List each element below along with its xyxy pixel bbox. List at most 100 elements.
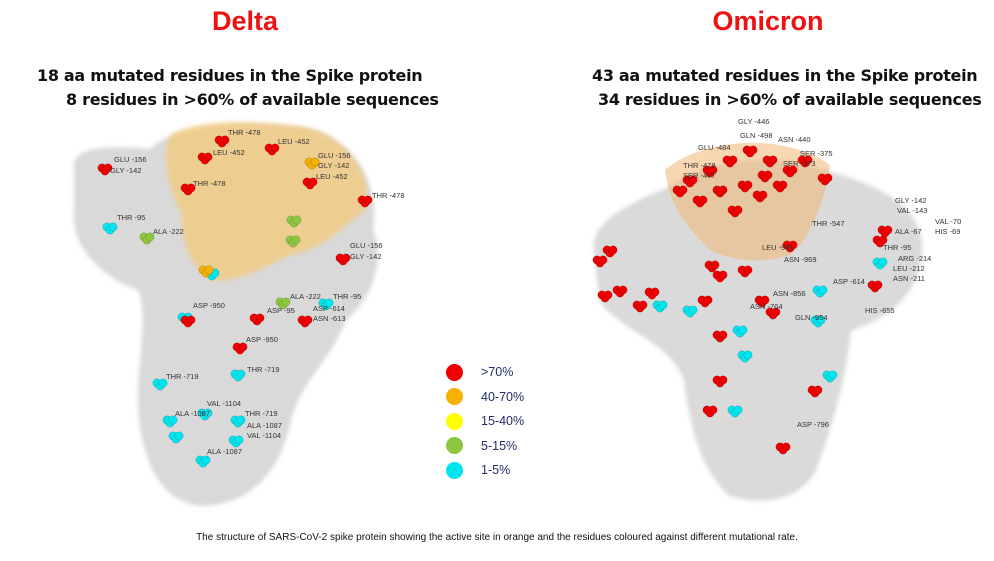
delta-subtitle-2: 8 residues in >60% of available sequence… xyxy=(66,90,439,109)
residue-label: LEU -981 xyxy=(762,243,794,252)
residue-label: VAL -1104 xyxy=(207,399,241,408)
residue-sphere xyxy=(823,173,833,183)
residue-label: THR -95 xyxy=(117,213,145,222)
residue-sphere xyxy=(718,375,728,385)
residue-sphere xyxy=(291,235,301,245)
residue-label: GLN -954 xyxy=(795,313,828,322)
delta-subtitle-1: 18 aa mutated residues in the Spike prot… xyxy=(37,66,423,85)
residue-sphere xyxy=(763,170,773,180)
residue-label: GLY -142 xyxy=(110,166,141,175)
residue-label: ARG -214 xyxy=(898,254,931,263)
residue-label: ALA -1087 xyxy=(207,447,242,456)
residue-sphere xyxy=(818,285,828,295)
residue-sphere xyxy=(658,300,668,310)
residue-sphere xyxy=(270,143,280,153)
legend-swatch-cyan xyxy=(446,461,463,479)
residue-sphere xyxy=(708,165,718,175)
residue-sphere xyxy=(255,313,265,323)
residue-label: THR -95 xyxy=(333,292,361,301)
residue-sphere xyxy=(788,165,798,175)
residue-sphere xyxy=(698,195,708,205)
residue-sphere xyxy=(363,195,373,205)
residue-sphere xyxy=(803,155,813,165)
residue-sphere xyxy=(743,350,753,360)
residue-label: ALA -222 xyxy=(153,227,184,236)
residue-sphere xyxy=(292,215,302,225)
residue-sphere xyxy=(220,135,230,145)
residue-sphere xyxy=(878,257,888,267)
residue-label: LEU -212 xyxy=(893,264,925,273)
residue-label: GLU -156 xyxy=(318,151,351,160)
residue-sphere xyxy=(758,190,768,200)
residue-sphere xyxy=(310,157,320,167)
residue-label: ASP -950 xyxy=(193,301,225,310)
residue-sphere xyxy=(618,285,628,295)
residue-sphere xyxy=(650,287,660,297)
residue-sphere xyxy=(781,442,791,452)
residue-label: THR -478 xyxy=(228,128,261,137)
residue-label: ALA -222 xyxy=(290,292,321,301)
residue-label: GLN -498 xyxy=(740,131,773,140)
residue-sphere xyxy=(813,385,823,395)
residue-label: ASN -440 xyxy=(778,135,811,144)
residue-label: THR -719 xyxy=(166,372,199,381)
legend-item: >70% xyxy=(446,360,524,385)
residue-sphere xyxy=(168,415,178,425)
legend-swatch-yellow xyxy=(446,412,463,430)
residue-label: ALA -1087 xyxy=(175,409,210,418)
residue-label: GLY -142 xyxy=(318,161,349,170)
residue-sphere xyxy=(688,305,698,315)
mutation-rate-legend: >70% 40-70% 15-40% 5-15% 1-5% xyxy=(446,360,524,483)
residue-sphere xyxy=(603,290,613,300)
residue-label: ASP -95 xyxy=(267,306,295,315)
residue-label: GLU -156 xyxy=(114,155,147,164)
residue-sphere xyxy=(688,175,698,185)
residue-sphere xyxy=(828,370,838,380)
residue-sphere xyxy=(204,265,214,275)
residue-label: GLY -142 xyxy=(350,252,381,261)
residue-sphere xyxy=(158,378,168,388)
residue-label: LEU -452 xyxy=(278,137,310,146)
residue-sphere xyxy=(103,163,113,173)
residue-sphere xyxy=(638,300,648,310)
residue-label: ASN -764 xyxy=(750,302,783,311)
legend-item: 5-15% xyxy=(446,434,524,459)
residue-sphere xyxy=(238,342,248,352)
residue-label: THR -719 xyxy=(247,365,280,374)
residue-label: ASN -856 xyxy=(773,289,806,298)
residue-sphere xyxy=(234,435,244,445)
legend-item: 40-70% xyxy=(446,385,524,410)
delta-title: Delta xyxy=(211,6,279,36)
residue-label: GLU -484 xyxy=(698,143,731,152)
residue-label: THR -719 xyxy=(245,409,278,418)
omicron-subtitle-2: 34 residues in >60% of available sequenc… xyxy=(598,90,982,109)
residue-sphere xyxy=(174,431,184,441)
residue-label: ASP -950 xyxy=(246,335,278,344)
residue-sphere xyxy=(341,253,351,263)
residue-sphere xyxy=(678,185,688,195)
omicron-title: Omicron xyxy=(712,6,824,36)
omicron-subtitle-1: 43 aa mutated residues in the Spike prot… xyxy=(592,66,978,85)
residue-label: VAL -1104 xyxy=(247,431,281,440)
residue-sphere xyxy=(308,177,318,187)
residue-sphere xyxy=(768,155,778,165)
residue-sphere xyxy=(201,455,211,465)
residue-sphere xyxy=(281,297,291,307)
residue-label: THR -478 xyxy=(372,191,405,200)
residue-sphere xyxy=(743,265,753,275)
residue-sphere xyxy=(608,245,618,255)
residue-label: VAL -143 xyxy=(897,206,927,215)
residue-label: LEU -452 xyxy=(316,172,348,181)
residue-sphere xyxy=(708,405,718,415)
residue-sphere xyxy=(703,295,713,305)
residue-sphere xyxy=(236,369,246,379)
residue-sphere xyxy=(303,315,313,325)
mutation-residue-spheres xyxy=(97,135,893,468)
residue-label: ALA -67 xyxy=(895,227,922,236)
residue-sphere xyxy=(738,325,748,335)
legend-item: 1-5% xyxy=(446,458,524,483)
residue-label: SER -477 xyxy=(683,171,716,180)
residue-sphere xyxy=(145,232,155,242)
